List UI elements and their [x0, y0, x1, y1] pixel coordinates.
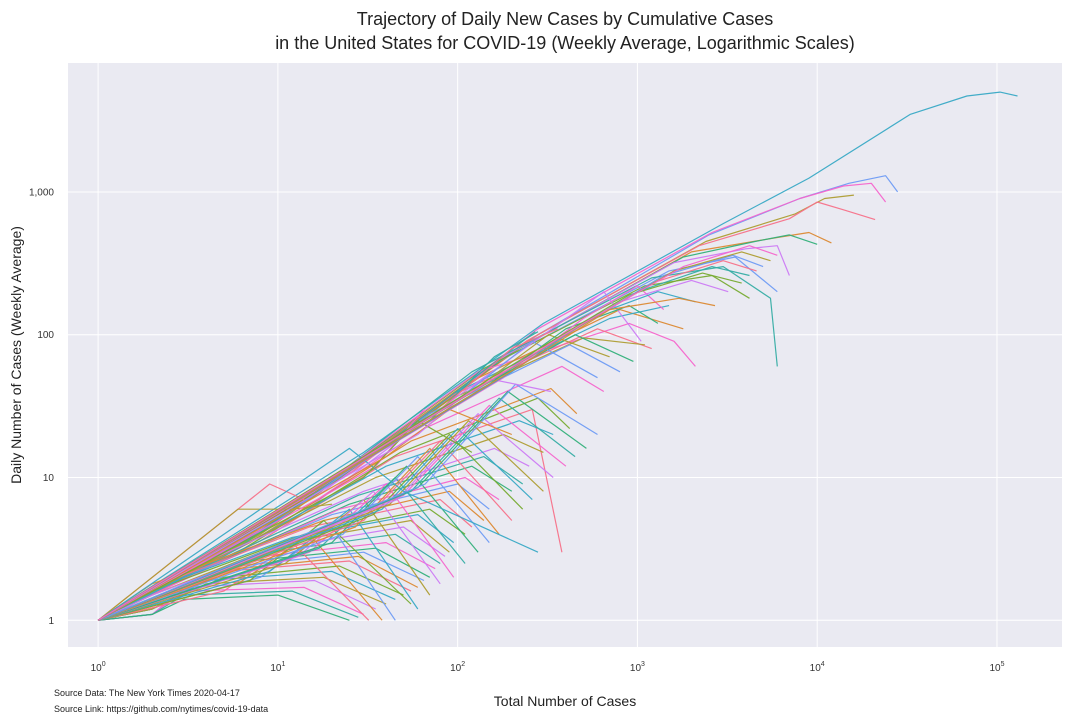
series-line	[98, 594, 350, 621]
series-line	[97, 420, 544, 621]
x-tick-label: 102	[450, 661, 465, 674]
series-line	[97, 274, 750, 621]
series-line	[97, 377, 552, 621]
x-tick-exponent: 2	[461, 661, 465, 668]
x-tick-base: 10	[989, 663, 1001, 674]
x-tick-label: 103	[630, 661, 645, 674]
series-line	[97, 456, 490, 621]
series-line	[97, 447, 539, 621]
series-line	[97, 413, 554, 621]
series-line	[97, 513, 455, 621]
x-tick-label: 100	[91, 661, 106, 674]
series-line	[97, 476, 500, 621]
y-tick-label: 1	[48, 616, 54, 627]
y-axis-ticks: 1 10 100 1,000	[29, 187, 54, 626]
series-line	[97, 428, 533, 621]
x-tick-exponent: 4	[821, 661, 825, 668]
series-line	[97, 420, 473, 621]
series-line	[97, 245, 778, 621]
chart-title-line-1: Trajectory of Daily New Cases by Cumulat…	[357, 9, 773, 29]
x-tick-base: 10	[630, 663, 642, 674]
x-tick-label: 101	[270, 661, 285, 674]
x-tick-exponent: 3	[641, 661, 645, 668]
x-tick-exponent: 5	[1001, 661, 1005, 668]
series-line	[97, 503, 333, 621]
series-line	[97, 245, 790, 621]
source-data-note: Source Data: The New York Times 2020-04-…	[54, 688, 240, 698]
x-tick-base: 10	[91, 663, 103, 674]
x-tick-label: 105	[989, 661, 1004, 674]
x-tick-base: 10	[450, 663, 462, 674]
y-tick-label: 10	[43, 473, 55, 484]
series-lines	[97, 91, 1018, 621]
x-tick-label: 104	[810, 661, 825, 674]
series-line	[97, 297, 716, 621]
grid	[68, 63, 1062, 647]
series-line	[97, 408, 513, 621]
series-line	[97, 433, 544, 621]
series-line	[97, 440, 513, 621]
chart-title-line-2: in the United States for COVID-19 (Weekl…	[275, 33, 855, 53]
x-axis-ticks: 100 101 102 103 104 105	[91, 661, 1005, 674]
series-line	[97, 433, 524, 621]
y-tick-label: 100	[37, 330, 54, 341]
x-tick-exponent: 0	[102, 661, 106, 668]
series-line	[97, 272, 742, 621]
y-axis-label: Daily Number of Cases (Weekly Average)	[8, 226, 24, 484]
series-line	[97, 519, 412, 621]
x-axis-label: Total Number of Cases	[494, 693, 636, 709]
source-link-note: Source Link: https://github.com/nytimes/…	[54, 704, 269, 714]
x-tick-base: 10	[270, 663, 282, 674]
x-tick-exponent: 1	[281, 661, 285, 668]
series-line	[97, 447, 500, 621]
y-tick-label: 1,000	[29, 187, 54, 198]
series-line	[97, 383, 598, 621]
x-tick-base: 10	[810, 663, 822, 674]
